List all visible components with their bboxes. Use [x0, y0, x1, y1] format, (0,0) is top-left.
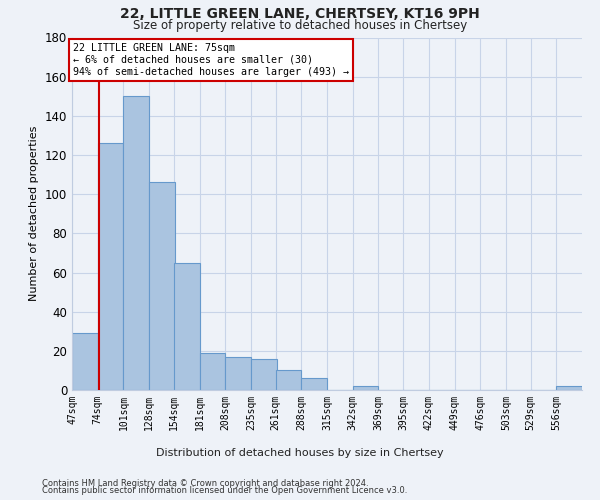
Bar [353, 386, 379, 390]
Bar [199, 353, 225, 390]
Bar [301, 378, 327, 390]
Bar [275, 370, 301, 390]
Bar [98, 143, 124, 390]
Bar [225, 356, 251, 390]
Bar [124, 96, 149, 390]
Bar [251, 358, 277, 390]
Text: 22 LITTLE GREEN LANE: 75sqm
← 6% of detached houses are smaller (30)
94% of semi: 22 LITTLE GREEN LANE: 75sqm ← 6% of deta… [73, 44, 349, 76]
Text: 22, LITTLE GREEN LANE, CHERTSEY, KT16 9PH: 22, LITTLE GREEN LANE, CHERTSEY, KT16 9P… [120, 8, 480, 22]
Bar [149, 182, 175, 390]
Text: Contains HM Land Registry data © Crown copyright and database right 2024.: Contains HM Land Registry data © Crown c… [42, 478, 368, 488]
Bar [72, 333, 98, 390]
Y-axis label: Number of detached properties: Number of detached properties [29, 126, 39, 302]
Text: Contains public sector information licensed under the Open Government Licence v3: Contains public sector information licen… [42, 486, 407, 495]
Text: Size of property relative to detached houses in Chertsey: Size of property relative to detached ho… [133, 19, 467, 32]
Bar [556, 386, 582, 390]
Text: Distribution of detached houses by size in Chertsey: Distribution of detached houses by size … [156, 448, 444, 458]
Bar [174, 262, 199, 390]
